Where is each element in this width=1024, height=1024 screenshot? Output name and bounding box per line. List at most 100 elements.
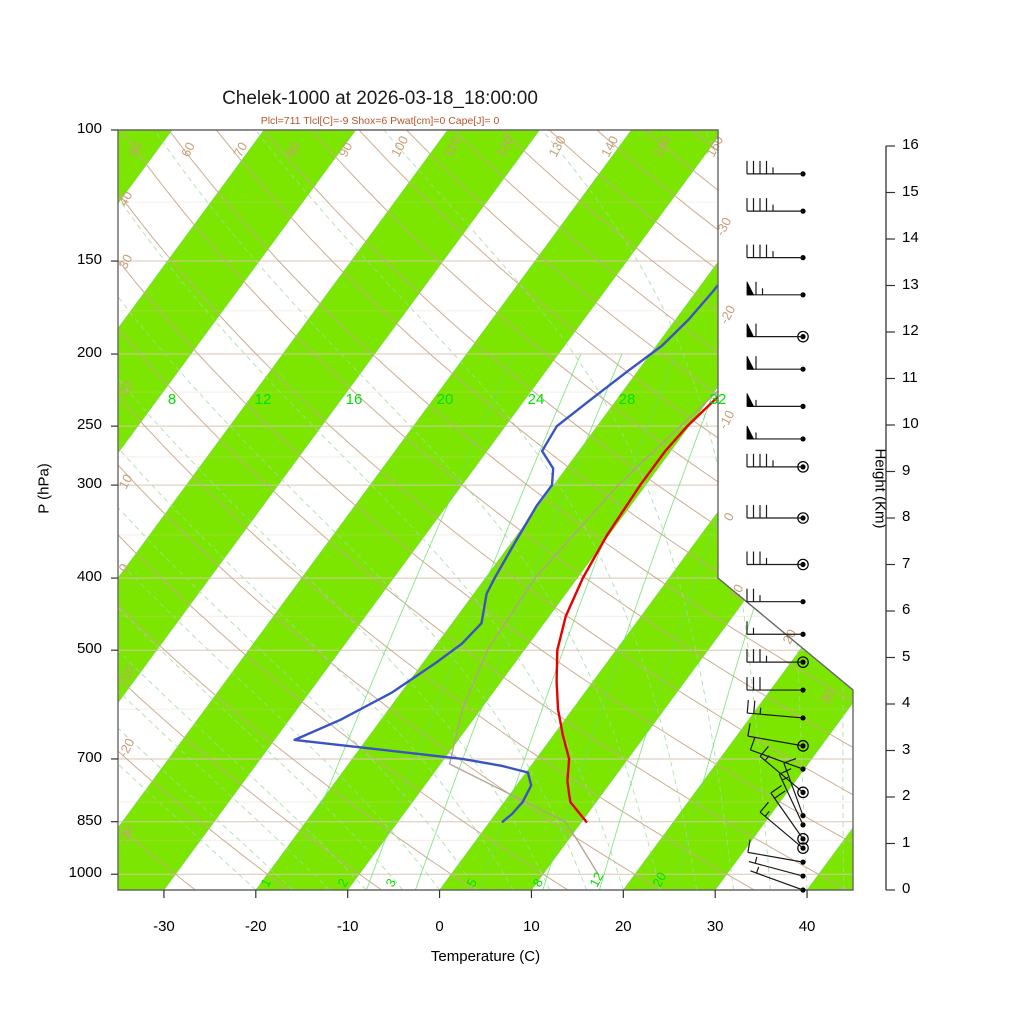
plot-frame xyxy=(117,129,854,891)
wind-barb xyxy=(748,856,804,877)
height-tick: 6 xyxy=(902,601,911,618)
wind-barb xyxy=(770,785,804,840)
wind-barb xyxy=(746,356,803,370)
temperature-tick: 20 xyxy=(614,918,632,935)
isotherm-bands-layer xyxy=(118,130,853,890)
temperature-tick: 0 xyxy=(435,918,444,935)
wind-barb xyxy=(746,621,803,635)
wind-barb xyxy=(747,839,804,863)
wind-barb xyxy=(759,801,804,849)
pressure-tick: 850 xyxy=(76,811,102,829)
wind-barb xyxy=(746,505,803,519)
sounding-indices-subtitle: Plcl=711 Tlcl[C]=-9 Shox=6 Pwat[cm]=0 Ca… xyxy=(260,115,500,127)
wind-barb xyxy=(746,425,803,440)
isotherm-label: 20 xyxy=(437,391,454,408)
page-title: Chelek-1000 at 2026-03-18_18:00:00 xyxy=(222,88,538,109)
pressure-tick: 300 xyxy=(76,475,102,493)
height-tick: 10 xyxy=(902,415,919,432)
wind-level-ring xyxy=(797,833,809,845)
temperature-tick: 30 xyxy=(706,918,724,935)
height-tick: 16 xyxy=(902,136,919,153)
mixing-ratio-layer xyxy=(287,353,837,890)
grid-label: 20 xyxy=(649,870,669,890)
grid-label: 12 xyxy=(586,870,606,890)
grid-label: 3 xyxy=(382,876,399,889)
pressure-tick: 500 xyxy=(76,640,102,658)
height-tick: 8 xyxy=(902,508,911,525)
isotherm-label: 16 xyxy=(346,391,363,408)
isotherm-label: 8 xyxy=(168,391,176,408)
wind-barb xyxy=(746,551,803,566)
wind-level-ring xyxy=(797,740,809,752)
height-axis xyxy=(885,145,895,891)
wind-barb xyxy=(746,677,803,691)
height-tick: 4 xyxy=(902,694,911,711)
grid-label: -20 xyxy=(115,736,137,760)
height-tick: 0 xyxy=(902,880,911,897)
temperature-tick: -30 xyxy=(153,918,175,935)
wind-barb xyxy=(746,649,803,663)
grid-label: 80 xyxy=(283,140,303,160)
grid-label: 130 xyxy=(545,133,568,159)
pressure-tick: 700 xyxy=(76,748,102,766)
grid-label: 10 xyxy=(726,582,746,602)
wind-barbs-layer xyxy=(746,160,809,893)
height-tick: 3 xyxy=(902,740,911,758)
wind-barb xyxy=(746,160,803,175)
pressure-tick: 200 xyxy=(76,344,102,362)
height-tick: 12 xyxy=(902,322,919,339)
grid-label: -30 xyxy=(712,215,734,239)
wind-barb xyxy=(747,723,804,747)
grid-label: 30 xyxy=(115,252,135,272)
pressure-tick: 1000 xyxy=(68,864,102,882)
temperature-tick: -20 xyxy=(244,918,267,935)
wind-barb xyxy=(750,866,804,891)
wind-level-dot xyxy=(800,873,806,879)
temperature-axis xyxy=(111,129,808,898)
grid-label: 10 xyxy=(115,472,135,492)
pressure-tick: 250 xyxy=(76,416,102,434)
grid-label: 70 xyxy=(230,140,250,160)
isotherms-layer xyxy=(118,130,853,890)
height-tick: 7 xyxy=(902,554,911,572)
temperature-axis-label: Temperature (C) xyxy=(430,948,541,965)
grid-label: 100 xyxy=(388,133,411,159)
temperature-tick: -10 xyxy=(336,918,359,935)
wind-level-dot xyxy=(800,715,806,721)
temperature-tick: 10 xyxy=(523,918,540,935)
wind-barb xyxy=(778,768,804,826)
grid-label: 30 xyxy=(817,687,837,707)
isotherm-label: 24 xyxy=(528,391,545,408)
height-tick: 14 xyxy=(902,229,919,246)
pressure-tick: 400 xyxy=(76,568,102,586)
height-tick: 9 xyxy=(902,461,911,479)
wind-barb xyxy=(746,393,803,407)
isotherm-label: 12 xyxy=(255,391,272,408)
height-tick: 1 xyxy=(902,833,911,851)
wind-barb xyxy=(746,244,803,259)
wind-barb xyxy=(746,323,803,338)
wind-barb xyxy=(749,737,804,770)
temperature-tick: 40 xyxy=(798,918,816,935)
wind-barb xyxy=(746,198,803,212)
grid-label: 40 xyxy=(115,189,135,209)
grid-label: 50 xyxy=(125,140,145,160)
height-tick: 13 xyxy=(902,275,919,293)
grid-label: 20 xyxy=(115,379,135,399)
wind-level-ring xyxy=(797,842,809,854)
dry-adiabats-layer xyxy=(118,130,853,890)
height-tick: 11 xyxy=(902,368,918,386)
wind-level-ring xyxy=(797,786,809,799)
pressure-tick: 150 xyxy=(76,251,102,269)
wind-barb xyxy=(746,588,803,603)
wind-barb xyxy=(746,700,804,719)
grid-label: 0 xyxy=(720,510,737,523)
height-tick: 5 xyxy=(902,647,911,665)
pressure-tick: 100 xyxy=(76,120,102,137)
grid-label: -10 xyxy=(715,408,737,432)
grid-label: -20 xyxy=(716,303,738,327)
wind-barb xyxy=(746,281,803,296)
grid-label: 60 xyxy=(178,140,198,160)
